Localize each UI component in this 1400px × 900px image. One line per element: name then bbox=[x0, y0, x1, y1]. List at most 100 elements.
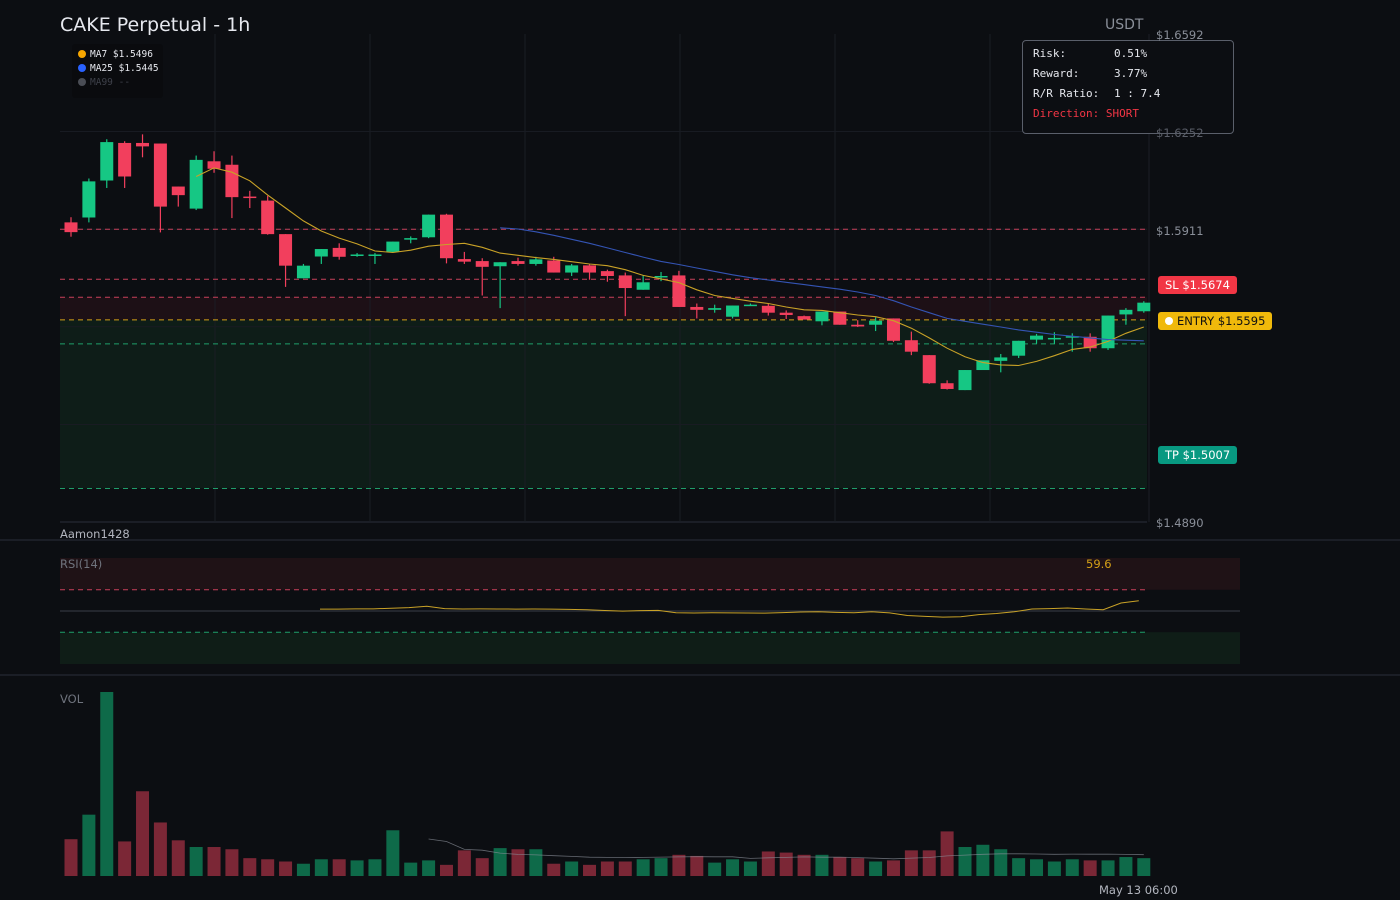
price-axis-label: $1.6252 bbox=[1156, 126, 1204, 140]
candle-body bbox=[136, 142, 150, 147]
candle-body bbox=[583, 265, 597, 273]
candle-body bbox=[886, 318, 900, 341]
candle-body bbox=[708, 308, 722, 310]
volume-bar bbox=[1065, 859, 1079, 876]
candle-body bbox=[1047, 337, 1061, 340]
candle-body bbox=[797, 316, 811, 320]
volume-bar bbox=[171, 840, 185, 876]
candle-body bbox=[1119, 309, 1133, 315]
volume-bar bbox=[296, 863, 310, 876]
candle-body bbox=[958, 370, 972, 391]
ma25-legend-item: MA25 $1.5445 bbox=[78, 63, 159, 74]
volume-bar bbox=[1101, 860, 1115, 876]
take-profit-tag[interactable]: TP $1.5007 bbox=[1158, 446, 1238, 464]
reward-value: 3.77% bbox=[1114, 67, 1148, 80]
volume-bar bbox=[708, 862, 722, 876]
volume-bar bbox=[422, 860, 436, 876]
candlestick-series bbox=[64, 134, 1151, 391]
candle-body bbox=[743, 304, 757, 307]
candle-body bbox=[189, 159, 203, 209]
reward-label: Reward: bbox=[1033, 67, 1080, 80]
candle-body bbox=[761, 305, 775, 313]
candle-body bbox=[529, 259, 543, 264]
candle-body bbox=[100, 142, 114, 181]
volume-bar bbox=[761, 851, 775, 876]
candle-body bbox=[690, 306, 704, 310]
volume-bar bbox=[636, 859, 650, 876]
candle-body bbox=[940, 383, 954, 389]
volume-bar bbox=[1012, 858, 1026, 876]
loss-zone bbox=[60, 297, 1147, 320]
volume-bar bbox=[797, 854, 811, 876]
candle-body bbox=[439, 214, 453, 259]
candle-body bbox=[279, 234, 293, 266]
candle-body bbox=[600, 271, 614, 276]
volume-bar bbox=[958, 847, 972, 876]
candle-body bbox=[225, 164, 239, 198]
rsi-panel bbox=[60, 558, 1240, 664]
volume-bar bbox=[1083, 860, 1097, 876]
volume-bar bbox=[618, 861, 632, 876]
rsi-line bbox=[320, 600, 1139, 618]
candle-body bbox=[207, 161, 221, 169]
candle-body bbox=[475, 261, 489, 267]
candle-body bbox=[565, 265, 579, 273]
candle-body bbox=[851, 324, 865, 327]
ratio-label: R/R Ratio: bbox=[1033, 87, 1100, 100]
volume-bar bbox=[726, 859, 740, 876]
volume-bar bbox=[851, 858, 865, 876]
risk-value: 0.51% bbox=[1114, 47, 1148, 60]
candle-body bbox=[869, 320, 883, 325]
ma99-color-dot bbox=[78, 78, 86, 86]
profit-zone bbox=[60, 319, 1147, 489]
candle-body bbox=[118, 142, 132, 177]
volume-bar bbox=[511, 849, 525, 876]
candle-body bbox=[1137, 302, 1151, 312]
rsi-current-value: 59.6 bbox=[1086, 557, 1112, 571]
volume-bar bbox=[189, 847, 203, 876]
candle-body bbox=[350, 254, 364, 256]
volume-bar bbox=[368, 859, 382, 876]
candle-body bbox=[976, 360, 990, 371]
rsi-overbought-zone bbox=[60, 558, 1240, 590]
ma7-legend-item: MA7 $1.5496 bbox=[78, 49, 153, 60]
quote-currency: USDT bbox=[1105, 17, 1144, 33]
entry-tag[interactable]: ENTRY $1.5595 bbox=[1158, 312, 1273, 330]
volume-bar bbox=[547, 863, 561, 876]
rsi-label: RSI(14) bbox=[60, 557, 103, 571]
volume-bar bbox=[886, 860, 900, 876]
ma7-line bbox=[195, 167, 1144, 367]
volume-label: VOL bbox=[60, 692, 84, 706]
volume-bar bbox=[565, 861, 579, 876]
candle-body bbox=[1012, 340, 1026, 356]
volume-bar bbox=[1137, 858, 1151, 876]
price-axis-label: $1.4890 bbox=[1156, 516, 1204, 530]
candle-body bbox=[493, 262, 507, 267]
volume-bar bbox=[654, 858, 668, 876]
volume-bar bbox=[779, 852, 793, 876]
volume-bar bbox=[976, 844, 990, 876]
ma25-line bbox=[500, 227, 1144, 342]
volume-bar bbox=[314, 859, 328, 876]
candle-body bbox=[1030, 335, 1044, 340]
volume-bar bbox=[82, 814, 96, 876]
candle-body bbox=[153, 143, 167, 207]
ma25-color-dot bbox=[78, 64, 86, 72]
candle-body bbox=[243, 196, 257, 199]
volume-bar bbox=[1119, 857, 1133, 876]
candle-body bbox=[386, 241, 400, 252]
volume-bar bbox=[404, 862, 418, 876]
volume-bar bbox=[922, 850, 936, 876]
candle-body bbox=[82, 181, 96, 218]
volume-bar bbox=[493, 848, 507, 876]
volume-bar bbox=[529, 849, 543, 876]
ma-legend: MA7 $1.5496 MA25 $1.5445 MA99 -- bbox=[72, 44, 163, 98]
entry-tag-label: ENTRY $1.5595 bbox=[1177, 314, 1266, 328]
stop-loss-tag[interactable]: SL $1.5674 bbox=[1158, 276, 1237, 294]
volume-bar bbox=[100, 692, 114, 876]
candle-body bbox=[636, 282, 650, 290]
volume-bar bbox=[690, 855, 704, 876]
ma7-legend-label: MA7 $1.5496 bbox=[90, 49, 153, 60]
volume-bar bbox=[386, 830, 400, 876]
